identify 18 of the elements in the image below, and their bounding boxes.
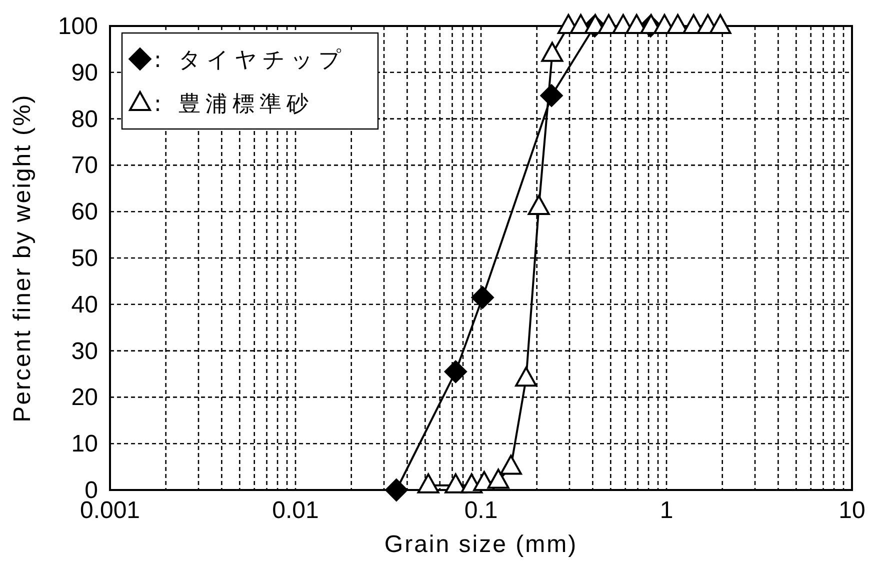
y-tick-label: 10 [71,430,98,458]
x-axis-title: Grain size (mm) [384,531,578,558]
legend-label: : タイヤチップ [154,48,346,73]
x-tick-label: 0.01 [272,497,319,524]
x-tick-label: 1 [660,497,674,524]
y-tick-label: 20 [71,384,98,412]
y-tick-label: 100 [58,13,98,40]
y-tick-label: 30 [71,338,98,365]
legend-label: : 豊浦標準砂 [154,92,314,117]
y-tick-label: 80 [71,106,98,133]
x-tick-label: 10 [838,497,866,524]
y-tick-label: 60 [71,198,98,226]
x-tick-label: 0.1 [464,497,498,524]
y-axis-title: Percent finer by weight (%) [9,94,36,422]
y-tick-label: 50 [71,245,98,272]
y-tick-label: 40 [71,291,98,318]
y-tick-label: 70 [71,152,98,180]
y-tick-label: 90 [71,59,98,86]
